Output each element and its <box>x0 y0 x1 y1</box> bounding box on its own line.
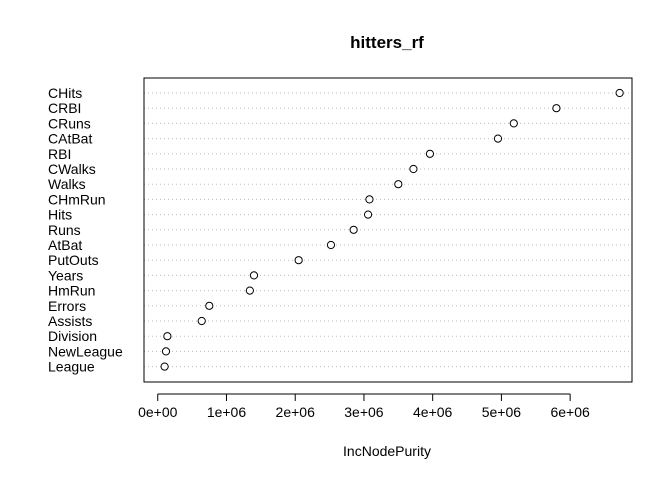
variable-label: Assists <box>48 313 92 329</box>
grid-lines <box>144 92 632 368</box>
data-point <box>363 210 373 219</box>
data-point <box>615 88 624 98</box>
data-points <box>160 88 624 371</box>
x-tick-label: 0e+00 <box>138 404 178 420</box>
variable-label: HmRun <box>48 283 95 299</box>
data-point <box>425 149 435 158</box>
data-point <box>365 195 374 204</box>
data-point <box>245 286 254 295</box>
data-point <box>349 225 358 234</box>
variable-label: CWalks <box>48 161 96 177</box>
x-tick-label: 4e+06 <box>413 404 453 420</box>
variable-label: RBI <box>48 146 71 162</box>
variable-label: NewLeague <box>48 343 123 359</box>
x-axis: 0e+00 1e+06 2e+06 3e+06 4e+06 5e+06 6e+06 <box>138 393 590 420</box>
data-point <box>205 301 214 310</box>
x-tick-label: 1e+06 <box>207 404 247 420</box>
data-point <box>161 347 171 356</box>
variable-label: League <box>48 359 95 375</box>
data-point <box>249 271 259 280</box>
variable-label: Hits <box>48 207 72 223</box>
data-point <box>409 164 418 174</box>
x-tick-label: 2e+06 <box>276 404 316 420</box>
x-tick-label: 5e+06 <box>482 404 522 420</box>
variable-label: Walks <box>48 176 86 192</box>
variable-label: CAtBat <box>48 131 92 147</box>
variable-label: PutOuts <box>48 252 99 268</box>
variable-label: Division <box>48 328 97 344</box>
x-tick-label: 3e+06 <box>344 404 384 420</box>
variable-labels: CHitsCRBICRunsCAtBatRBICWalksWalksCHmRun… <box>48 85 123 375</box>
variable-label: CHmRun <box>48 191 106 207</box>
data-point <box>509 119 518 128</box>
variable-label: CRuns <box>48 115 91 131</box>
x-tick-label: 6e+06 <box>550 404 590 420</box>
data-point <box>197 316 206 326</box>
variable-label: Years <box>48 267 83 283</box>
variable-label: AtBat <box>48 237 82 253</box>
data-point <box>552 104 561 113</box>
x-axis-label: IncNodePurity <box>343 443 431 459</box>
plot-frame <box>143 77 633 383</box>
chart-title: hitters_rf <box>350 33 424 52</box>
data-point <box>493 134 503 143</box>
data-point <box>163 332 172 341</box>
variable-label: CHits <box>48 85 82 101</box>
variable-label: Runs <box>48 222 81 238</box>
data-point <box>294 256 303 265</box>
data-point <box>326 240 336 250</box>
data-point <box>160 362 169 371</box>
variable-label: CRBI <box>48 100 81 116</box>
variable-label: Errors <box>48 298 86 314</box>
data-point <box>394 180 403 189</box>
